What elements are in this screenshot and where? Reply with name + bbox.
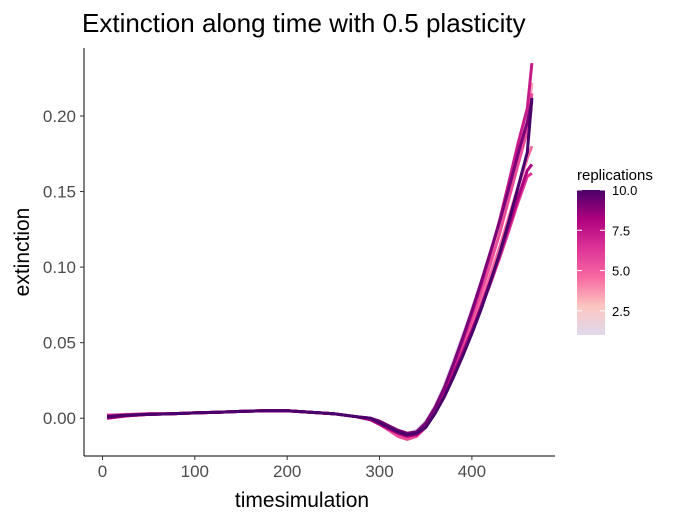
series-line-replication-10 — [106, 97, 534, 437]
y-tick-label: 0.15 — [43, 183, 76, 202]
legend-tick-label: 5.0 — [612, 264, 630, 279]
x-tick-label: 400 — [458, 462, 486, 481]
y-tick-label: 0.05 — [43, 334, 76, 353]
legend-tick-label: 10.0 — [612, 183, 637, 198]
x-tick-label: 200 — [273, 462, 301, 481]
series-line-replication-3 — [106, 82, 534, 438]
x-tick-label: 0 — [98, 462, 107, 481]
legend-ticks: 2.5 5.0 7.5 10.0 — [577, 183, 637, 319]
legend-colorbar — [577, 190, 605, 335]
series-line-replication-5 — [107, 93, 534, 441]
x-tick-label: 100 — [181, 462, 209, 481]
series-line-replication-9 — [106, 100, 534, 435]
legend-tick-label: 7.5 — [612, 223, 630, 238]
x-tick-label: 300 — [365, 462, 393, 481]
y-axis-ticks: 0.00 0.05 0.10 0.15 0.20 — [43, 107, 84, 428]
x-axis-title: timesimulation — [235, 489, 369, 512]
series-line-replication-8 — [106, 163, 534, 438]
series-line-replication-7 — [107, 62, 534, 437]
series-line-replication-1 — [106, 85, 534, 435]
x-axis-ticks: 0 100 200 300 400 — [98, 456, 486, 481]
y-tick-label: 0.10 — [43, 258, 76, 277]
series-line-replication-2 — [107, 107, 534, 437]
series-line-replication-6 — [106, 172, 533, 435]
legend: replications 2.5 5.0 7.5 10.0 — [577, 167, 653, 335]
series-line-replication-4 — [106, 145, 534, 437]
legend-title: replications — [577, 167, 653, 184]
y-axis-title: extinction — [11, 208, 34, 297]
legend-tick-label: 2.5 — [612, 304, 630, 319]
y-tick-label: 0.20 — [43, 107, 76, 126]
plot-area: 0 100 200 300 400 0.00 0.05 0.10 0.15 0.20 — [43, 48, 555, 481]
y-tick-label: 0.00 — [43, 409, 76, 428]
chart-title: Extinction along time with 0.5 plasticit… — [82, 8, 526, 38]
series-lines — [106, 62, 534, 441]
